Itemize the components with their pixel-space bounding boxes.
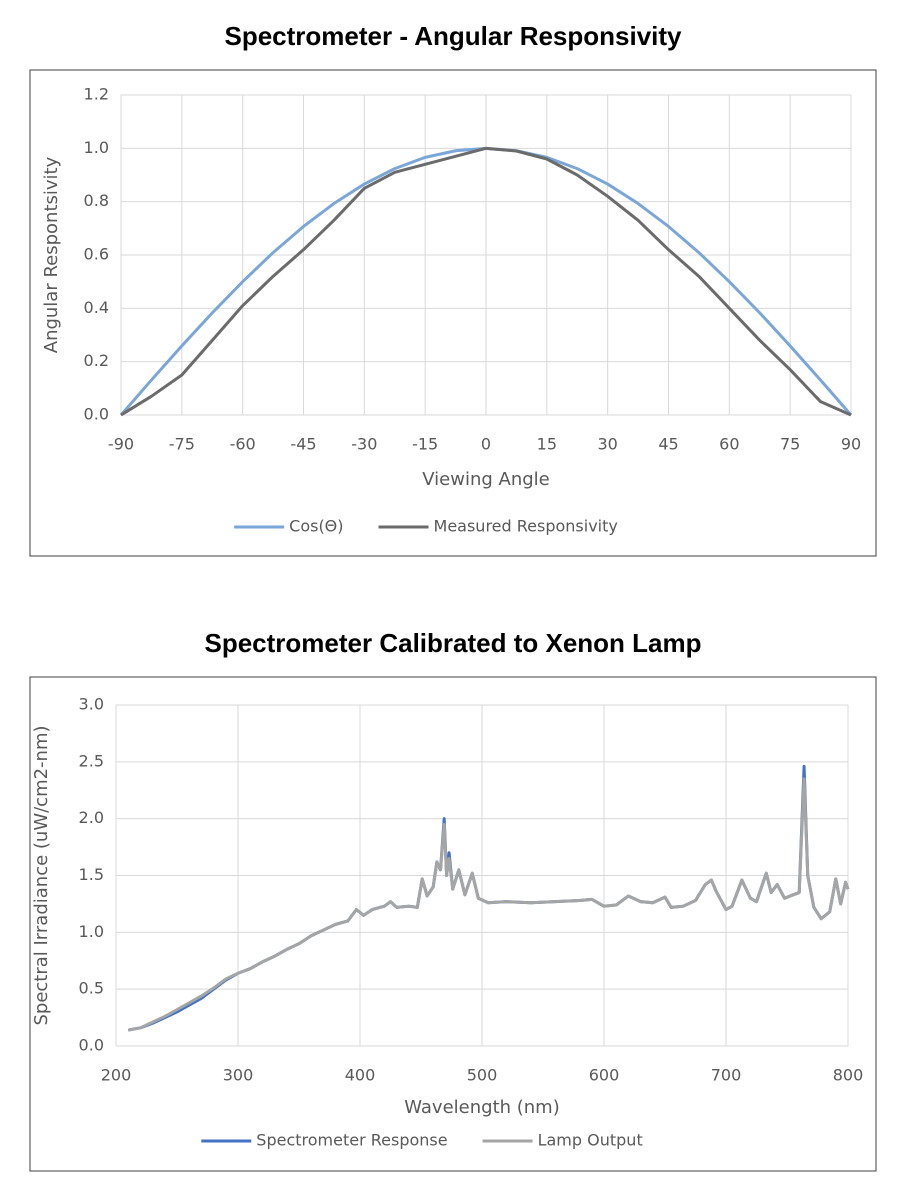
y-tick-label: 0.8 <box>84 191 109 210</box>
legend: Cos(Θ) Measured Responsivity <box>234 517 618 536</box>
x-tick-label: 500 <box>467 1066 498 1085</box>
x-tick-label: 700 <box>711 1066 742 1085</box>
x-tick-label: -15 <box>412 435 438 454</box>
x-tick-label: 45 <box>658 435 678 454</box>
x-tick-label: 200 <box>101 1066 132 1085</box>
y-tick-label: 0.0 <box>79 1036 104 1055</box>
x-tick-label: 400 <box>345 1066 376 1085</box>
y-tick-label: 1.0 <box>84 138 109 157</box>
x-tick-label: 0 <box>481 435 491 454</box>
y-tick-label: 0.0 <box>84 405 109 424</box>
legend-label: Spectrometer Response <box>256 1131 447 1150</box>
x-tick-label: 30 <box>597 435 617 454</box>
legend-label: Lamp Output <box>538 1131 643 1150</box>
y-tick-label: 1.5 <box>79 865 104 884</box>
y-tick-label: 1.0 <box>79 922 104 941</box>
chart-frame <box>29 676 877 1172</box>
x-tick-label: 800 <box>833 1066 864 1085</box>
x-tick-label: 300 <box>223 1066 254 1085</box>
x-axis-label: Viewing Angle <box>422 469 550 490</box>
x-tick-label: -45 <box>290 435 316 454</box>
y-tick-label: 2.0 <box>79 808 104 827</box>
y-axis-label: Spectral Irradiance (uW/cm2-nm) <box>31 725 52 1025</box>
y-axis-label: Angular Respontsivity <box>41 156 62 353</box>
x-tick-label: 75 <box>780 435 800 454</box>
y-tick-label: 0.5 <box>79 979 104 998</box>
x-tick-label: 600 <box>589 1066 620 1085</box>
legend: Spectrometer Response Lamp Output <box>201 1131 643 1150</box>
x-tick-label: -75 <box>169 435 195 454</box>
data-line <box>127 764 850 1032</box>
y-tick-label: 3.0 <box>79 695 104 714</box>
data-line <box>127 777 850 1032</box>
x-tick-label: 60 <box>719 435 739 454</box>
chart-frame <box>29 69 877 557</box>
y-tick-label: 1.2 <box>84 85 109 104</box>
y-tick-label: 2.5 <box>79 751 104 770</box>
x-tick-label: -90 <box>108 435 134 454</box>
chart-title: Spectrometer - Angular Responsivity <box>224 21 682 51</box>
x-tick-label: -30 <box>351 435 377 454</box>
chart-title: Spectrometer Calibrated to Xenon Lamp <box>205 628 702 658</box>
y-tick-label: 0.4 <box>84 298 109 317</box>
y-tick-label: 0.2 <box>84 351 109 370</box>
legend-label: Measured Responsivity <box>434 517 618 536</box>
x-tick-label: 15 <box>537 435 557 454</box>
x-axis-label: Wavelength (nm) <box>404 1097 560 1118</box>
x-tick-label: 90 <box>841 435 861 454</box>
x-tick-label: -60 <box>230 435 256 454</box>
y-tick-label: 0.6 <box>84 245 109 264</box>
data-line <box>120 146 852 417</box>
legend-label: Cos(Θ) <box>289 517 343 536</box>
